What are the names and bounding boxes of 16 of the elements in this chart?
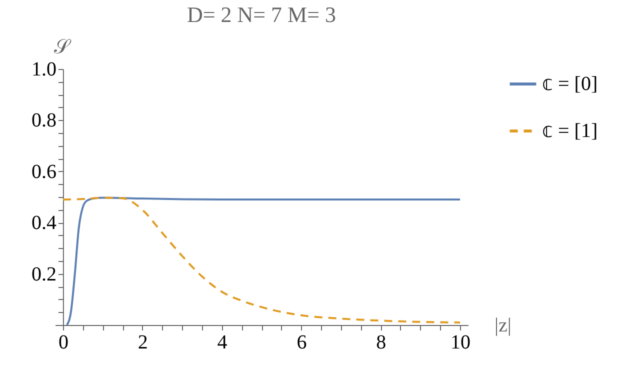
y-tick-label: 0.4 <box>31 212 56 234</box>
x-tick-label: 2 <box>138 332 148 354</box>
chart-title: D= 2 N= 7 M= 3 <box>186 2 336 27</box>
x-tick-label: 6 <box>296 332 307 354</box>
x-axis-title: |z| <box>494 314 512 336</box>
y-tick-label: 0.8 <box>31 110 56 132</box>
legend-label: 𝕔 = [0] <box>542 73 598 95</box>
x-tick-label: 8 <box>376 332 386 354</box>
x-tick-label: 0 <box>58 332 68 354</box>
y-axis-title: 𝒮 <box>54 34 72 58</box>
y-tick-label: 1.0 <box>31 58 56 80</box>
x-tick-label: 4 <box>217 332 228 354</box>
y-tick-label: 0.6 <box>31 160 56 183</box>
legend-label: 𝕔 = [1] <box>542 120 598 142</box>
x-tick-label: 10 <box>450 332 471 354</box>
y-tick-label: 0.2 <box>31 263 56 286</box>
